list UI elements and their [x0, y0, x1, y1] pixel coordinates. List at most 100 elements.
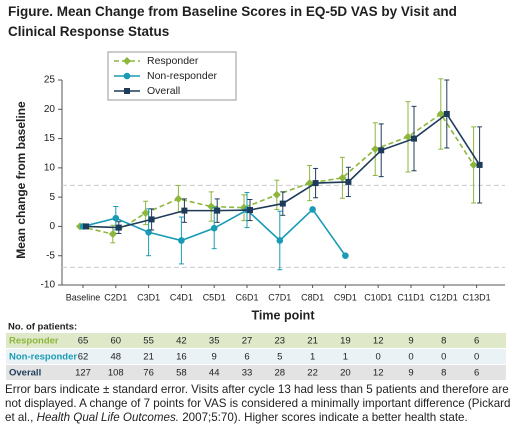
y-axis-label: Mean change from baseline	[14, 101, 28, 259]
x-tick-label: C2D1	[104, 292, 127, 302]
table-cell: 9	[408, 368, 413, 379]
x-tick-label: C7D1	[268, 292, 291, 302]
table-cell: 6	[474, 336, 479, 347]
series-line	[79, 112, 475, 235]
marker	[141, 208, 150, 217]
marker	[124, 88, 130, 94]
table-cell: 108	[108, 368, 124, 379]
marker	[443, 110, 450, 117]
marker	[148, 216, 155, 223]
marker	[178, 237, 185, 244]
table-cell: 20	[340, 368, 351, 379]
legend-label: Overall	[147, 85, 180, 97]
marker	[309, 206, 316, 213]
marker	[279, 200, 286, 207]
legend-label: Non-responder	[147, 70, 218, 82]
y-tick-label: -10	[41, 280, 56, 291]
marker	[276, 237, 284, 244]
marker	[342, 252, 349, 260]
marker	[145, 228, 152, 236]
y-tick-label: -5	[46, 250, 55, 261]
table-cell: 0	[408, 352, 413, 363]
x-tick-label: C12D1	[430, 292, 458, 302]
table-cell: 0	[376, 352, 381, 363]
table-cell: 35	[209, 336, 220, 347]
marker	[181, 207, 188, 214]
table-row	[6, 365, 506, 380]
table-cell: 23	[275, 336, 286, 347]
x-tick-label: C5D1	[203, 292, 226, 302]
row-label: Non-responder	[9, 352, 77, 363]
footnote: Error bars indicate ± standard error. Vi…	[5, 383, 517, 425]
x-tick-label: C3D1	[137, 292, 160, 302]
footnote-text: Error bars indicate ± standard error. Vi…	[5, 383, 511, 424]
marker	[115, 224, 122, 231]
table-cell: 9	[408, 336, 413, 347]
y-tick-label: 0	[49, 221, 55, 232]
marker	[174, 194, 183, 203]
table-cell: 12	[373, 336, 384, 347]
marker	[338, 173, 347, 182]
y-tick-label: 5	[49, 192, 55, 203]
table-cell: 8	[441, 368, 446, 379]
table-cell: 60	[111, 336, 122, 347]
x-tick-label: C13D1	[463, 292, 491, 302]
marker	[476, 161, 483, 168]
marker	[411, 135, 417, 142]
marker	[207, 202, 216, 211]
marker	[404, 132, 412, 141]
table-cell: 6	[474, 368, 479, 379]
marker	[123, 57, 131, 65]
x-tick-label: C10D1	[364, 292, 392, 302]
table-cell: 16	[176, 352, 187, 363]
y-tick-label: 25	[44, 75, 56, 86]
marker	[272, 190, 281, 199]
legend-label: Responder	[147, 55, 199, 67]
marker	[108, 230, 117, 239]
marker	[371, 145, 380, 154]
table-cell: 127	[75, 368, 91, 379]
row-label: Overall	[9, 368, 41, 379]
marker	[214, 207, 221, 214]
table-heading: No. of patients:	[8, 322, 77, 333]
table-row	[6, 349, 506, 364]
table-cell: 5	[277, 352, 282, 363]
y-tick-label: 20	[44, 104, 56, 115]
marker	[378, 147, 385, 154]
table-cell: 8	[441, 336, 446, 347]
x-tick-label: C11D1	[397, 292, 424, 302]
table-cell: 48	[111, 352, 122, 363]
row-label: Responder	[9, 336, 59, 347]
table-cell: 33	[242, 368, 253, 379]
marker	[123, 72, 131, 80]
table-cell: 44	[209, 368, 220, 379]
chart-title: Figure. Mean Change from Baseline Scores…	[8, 4, 457, 39]
marker	[345, 178, 352, 185]
marker	[312, 180, 319, 187]
x-tick-label: C4D1	[170, 292, 193, 302]
table-cell: 22	[307, 368, 318, 379]
table-cell: 55	[143, 336, 154, 347]
table-cell: 76	[143, 368, 154, 379]
table-cell: 58	[176, 368, 187, 379]
marker	[112, 214, 120, 222]
marker	[247, 207, 253, 214]
table-cell: 42	[176, 336, 187, 347]
table-cell: 21	[143, 352, 154, 363]
x-tick-label: C8D1	[301, 292, 324, 302]
marker	[469, 160, 478, 169]
table-cell: 65	[78, 336, 89, 347]
marker	[210, 224, 218, 232]
x-tick-label: C6D1	[235, 292, 258, 302]
table-cell: 19	[340, 336, 351, 347]
table-cell: 27	[242, 336, 253, 347]
x-axis-label: Time point	[252, 308, 316, 322]
y-tick-label: 15	[44, 133, 56, 144]
table-cell: 9	[212, 352, 217, 363]
table-cell: 1	[343, 352, 348, 363]
table-cell: 12	[373, 368, 384, 379]
table-cell: 28	[275, 368, 286, 379]
table-row	[6, 333, 506, 348]
